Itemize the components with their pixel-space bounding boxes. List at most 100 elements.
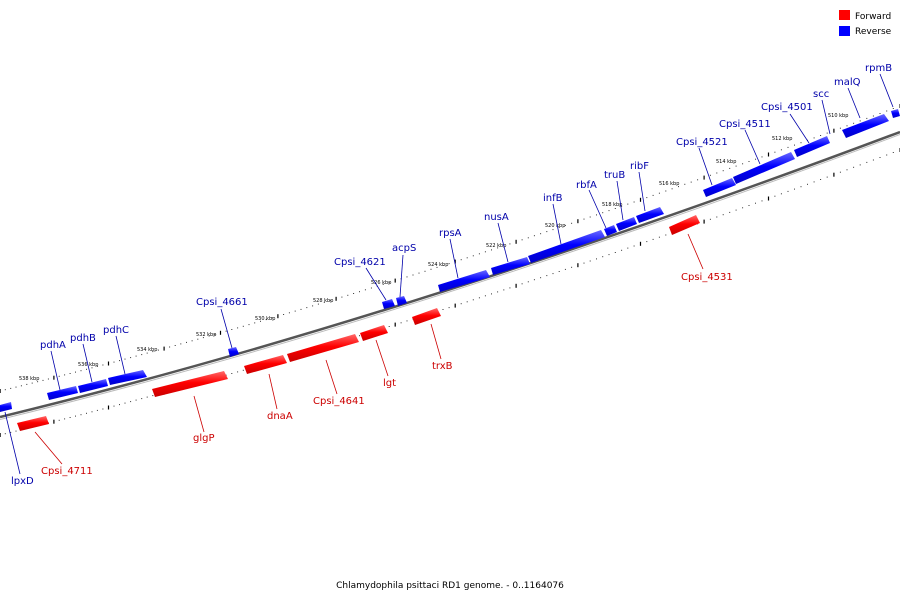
scale-dot (412, 274, 414, 276)
scale-dot (202, 337, 204, 339)
gene-Cpsi_4711[interactable] (17, 416, 49, 431)
legend-swatch-reverse (839, 26, 850, 36)
scale-dot (382, 283, 384, 285)
scale-label: 518 kbp (602, 202, 622, 208)
scale-dot (658, 236, 660, 238)
scale-label: 534 kbp (137, 347, 157, 353)
scale-dot (448, 307, 450, 309)
scale-dot (621, 205, 623, 207)
gene-Cpsi_4521[interactable] (703, 178, 736, 197)
scale-dot (197, 338, 199, 340)
scale-dot (621, 249, 623, 251)
scale-dot (761, 200, 763, 202)
scale-dot (359, 291, 360, 293)
legend-label-reverse: Reverse (855, 27, 892, 37)
gene-infB[interactable] (528, 230, 605, 263)
forward-gene-labels: Cpsi_4711 glgP dnaA Cpsi_4641 lgt trxB C… (41, 272, 733, 477)
gene-nusA[interactable] (491, 257, 530, 275)
gene-Cpsi_4641[interactable] (287, 334, 359, 362)
gene-rbfA[interactable] (604, 225, 617, 236)
gene-pdhC[interactable] (108, 370, 147, 385)
gene-Cpsi_4621[interactable] (382, 299, 395, 309)
scale-dot (533, 279, 535, 281)
gene-Cpsi_4511[interactable] (733, 152, 795, 184)
scale-dot (478, 297, 480, 299)
scale-dot (564, 224, 566, 226)
scale-dot (191, 340, 193, 342)
scale-dot (646, 197, 648, 199)
scale-dot (231, 329, 233, 330)
gene-trxB[interactable] (412, 308, 441, 325)
scale-dot (113, 405, 115, 407)
gene-lgt[interactable] (360, 325, 388, 341)
gene-glgP[interactable] (152, 371, 228, 397)
scale-dot (484, 295, 486, 297)
scale-dot (872, 159, 874, 161)
legend-swatch-forward (839, 10, 850, 20)
gene-label-Cpsi_4501: Cpsi_4501 (761, 102, 813, 113)
gene-label-truB: truB (604, 170, 625, 181)
scale-dot (146, 396, 148, 398)
scale-dot (774, 151, 776, 153)
gene-dnaA[interactable] (244, 355, 287, 374)
scale-dot (742, 207, 744, 209)
gene-label-Cpsi_4661: Cpsi_4661 (196, 297, 248, 308)
gene-Cpsi_4501[interactable] (794, 136, 830, 157)
scale-tick-major (703, 219, 705, 224)
scale-dot (124, 402, 126, 404)
scale-dot (665, 234, 667, 236)
scale-dot (794, 144, 795, 146)
scale-dot (742, 163, 744, 165)
scale-dot (353, 293, 355, 294)
scale-dot (186, 341, 187, 343)
gene-Cpsi_4661[interactable] (228, 347, 239, 357)
scale-dot (64, 418, 66, 420)
scale-tick-major (454, 303, 456, 308)
scale-dot (800, 142, 802, 144)
scale-dot (58, 419, 60, 421)
scale-dot (169, 346, 171, 348)
scale-dot (735, 165, 737, 167)
gene-Cpsi_4531[interactable] (669, 215, 700, 235)
scale-dot (678, 186, 679, 188)
scale-label: 524 kbp (428, 262, 448, 268)
scale-dot (658, 192, 660, 194)
scale-dot (58, 375, 60, 377)
scale-dot (596, 214, 597, 216)
gene-pdhB[interactable] (78, 379, 108, 393)
scale-dot (671, 188, 673, 190)
scale-dot (119, 360, 120, 362)
scale-dot (716, 216, 718, 218)
gene-ribF[interactable] (636, 207, 664, 223)
gene-rpmB[interactable] (891, 109, 900, 118)
gene-label-malQ: malQ (834, 77, 861, 88)
gene-label-Cpsi_4521: Cpsi_4521 (676, 137, 728, 148)
scale-dot (42, 379, 44, 381)
gene-truB[interactable] (616, 217, 637, 231)
scale-dot (96, 409, 98, 411)
scale-dot (113, 361, 115, 363)
gene-rpsA[interactable] (438, 270, 490, 292)
scale-dot (826, 176, 828, 178)
scale-dot (15, 386, 17, 388)
scale-dot (497, 291, 499, 293)
gene-label-scc: scc (813, 89, 829, 100)
scale-dot (69, 373, 71, 374)
scale-tick-major (515, 283, 517, 288)
scale-dot (237, 371, 239, 373)
gene-pdhA[interactable] (47, 386, 78, 400)
scale-dot (879, 157, 881, 158)
scale-dot (866, 161, 868, 163)
scale-dot (614, 252, 616, 253)
gene-malQ[interactable] (842, 114, 889, 138)
scale-tick-major (0, 433, 1, 437)
scale-dot (859, 120, 861, 122)
scale-dot (787, 190, 789, 192)
gene-acpS[interactable] (396, 296, 407, 306)
gene-lpxD[interactable] (0, 402, 12, 412)
scale-dot (242, 369, 244, 371)
scale-dot (646, 241, 648, 243)
scale-dot (497, 247, 499, 249)
scale-dot (400, 322, 402, 324)
